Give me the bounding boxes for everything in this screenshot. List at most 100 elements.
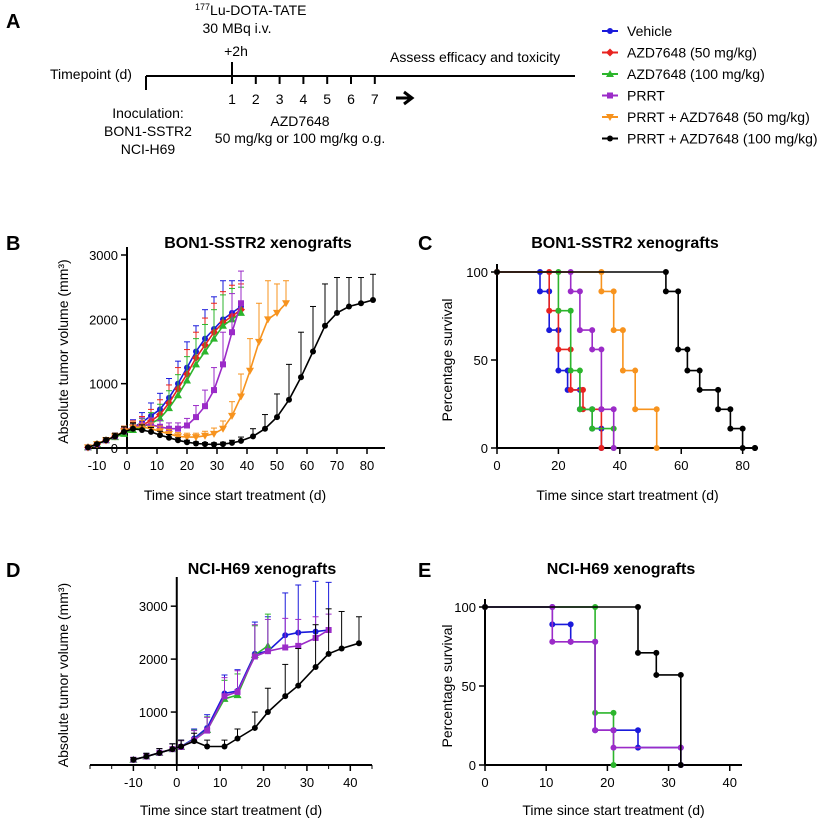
data-point bbox=[334, 309, 340, 316]
panel-e-letter: E bbox=[418, 560, 431, 582]
data-point bbox=[598, 346, 605, 353]
data-point bbox=[193, 414, 199, 421]
data-point bbox=[312, 664, 319, 671]
data-point bbox=[555, 307, 562, 314]
data-point bbox=[555, 367, 562, 374]
panel-b-x-tick-label: 50 bbox=[270, 458, 284, 473]
panel-b-x-tick-label: 30 bbox=[210, 458, 224, 473]
data-point bbox=[579, 386, 586, 393]
data-point bbox=[169, 746, 176, 753]
data-point bbox=[610, 762, 617, 768]
growth-line-prrt-azd7648-100-mg-kg bbox=[485, 606, 682, 765]
panel-e-x-tick-label: 20 bbox=[600, 775, 614, 790]
legend: Vehicle AZD7648 (50 mg/kg) AZD7648 (100 mg… bbox=[602, 23, 818, 147]
data-point bbox=[112, 433, 118, 440]
data-point bbox=[567, 307, 574, 314]
data-point bbox=[246, 367, 254, 375]
data-point bbox=[178, 743, 185, 750]
panel-d-x-tick-label: 20 bbox=[256, 775, 270, 790]
data-point bbox=[634, 604, 641, 610]
panel-d-x-tick-label: 40 bbox=[343, 775, 357, 790]
data-point bbox=[204, 743, 211, 750]
panel-b-x-tick-label: 0 bbox=[123, 458, 130, 473]
data-point bbox=[549, 638, 556, 645]
data-point bbox=[273, 309, 281, 317]
data-point bbox=[221, 743, 228, 750]
data-point bbox=[610, 744, 617, 751]
data-point bbox=[346, 303, 352, 310]
data-point bbox=[610, 327, 617, 334]
data-point bbox=[696, 386, 703, 393]
data-point bbox=[201, 432, 209, 440]
data-point bbox=[715, 406, 722, 413]
data-point bbox=[274, 414, 280, 421]
data-point bbox=[210, 430, 218, 438]
inoculation-title: Inoculation: bbox=[112, 105, 184, 121]
data-point bbox=[156, 749, 163, 756]
isotope-dose: 30 MBq i.v. bbox=[203, 20, 272, 36]
data-point bbox=[576, 406, 583, 413]
data-point bbox=[598, 288, 605, 295]
data-point bbox=[295, 682, 302, 689]
panel-b: B BON1-SSTR2 xenografts -10 0 10 20 30 40 50 60 70… bbox=[6, 233, 385, 503]
growth-line-azd7648-100-mg-kg bbox=[497, 271, 615, 448]
data-point bbox=[251, 724, 258, 731]
day-label-1: 1 bbox=[228, 91, 236, 107]
data-point bbox=[130, 425, 136, 432]
data-point bbox=[610, 288, 617, 295]
panel-b-x-tick-label: 60 bbox=[300, 458, 314, 473]
data-point bbox=[567, 638, 574, 645]
panel-e-series-prrt bbox=[482, 604, 684, 768]
growth-line-prrt-azd7648-50-mg-kg bbox=[497, 271, 658, 448]
legend-label-prrt-azd7648-50-mg-kg: PRRT + AZD7648 (50 mg/kg) bbox=[627, 109, 810, 125]
panel-b-x-tick-label: 20 bbox=[180, 458, 194, 473]
panel-c-x-tick-label: 0 bbox=[493, 458, 500, 473]
panel-b-x-tick-label: -10 bbox=[88, 458, 107, 473]
panel-b-series-prrt-azd7648-100-mg-kg bbox=[85, 273, 376, 451]
growth-line-prrt bbox=[485, 606, 682, 765]
data-point bbox=[662, 269, 669, 275]
data-point bbox=[482, 604, 488, 610]
panel-b-letter: B bbox=[6, 233, 20, 255]
isotope-label: 177Lu-DOTA-TATE bbox=[195, 2, 306, 18]
data-point bbox=[157, 432, 163, 439]
panel-c-y-tick-label: 100 bbox=[466, 265, 488, 280]
data-point bbox=[610, 727, 617, 734]
data-point bbox=[598, 406, 605, 413]
panel-c-x-tick-label: 60 bbox=[674, 458, 688, 473]
data-point bbox=[229, 439, 235, 446]
panel-c-series-prrt-azd7648-50-mg-kg bbox=[494, 269, 660, 451]
data-point bbox=[228, 412, 236, 420]
data-point bbox=[229, 329, 235, 336]
panel-d-x-label: Time since start treatment (d) bbox=[140, 802, 322, 818]
data-point bbox=[143, 753, 150, 760]
legend-marker-prrt-azd7648-50-mg-kg bbox=[606, 114, 614, 121]
data-point bbox=[202, 441, 208, 448]
data-point bbox=[355, 640, 362, 647]
data-point bbox=[567, 621, 574, 628]
panel-b-y-tick-label: 2000 bbox=[89, 312, 118, 327]
data-point bbox=[264, 648, 271, 655]
panel-a: A 177Lu-DOTA-TATE 30 MBq i.v. +2h Assess… bbox=[6, 2, 575, 157]
panel-e-series-prrt-azd7648-100-mg-kg bbox=[482, 604, 684, 768]
data-point bbox=[598, 445, 605, 451]
panel-d-x-tick-label: 10 bbox=[213, 775, 227, 790]
data-point bbox=[632, 406, 639, 413]
panel-e-series-vehicle bbox=[482, 604, 684, 768]
data-point bbox=[251, 653, 258, 660]
panel-c: C BON1-SSTR2 xenografts 0 20 40 60 80 0 50 100 Tim… bbox=[418, 233, 758, 503]
data-point bbox=[184, 422, 190, 429]
growth-line-azd7648-50-mg-kg bbox=[497, 271, 603, 448]
panel-e-x-label: Time since start treatment (d) bbox=[522, 802, 704, 818]
panel-c-y-tick-label: 0 bbox=[481, 441, 488, 456]
legend-label-azd7648-100-mg-kg: AZD7648 (100 mg/kg) bbox=[627, 66, 765, 82]
data-point bbox=[220, 361, 226, 368]
data-point bbox=[262, 425, 268, 432]
data-point bbox=[325, 650, 332, 657]
data-point bbox=[175, 425, 181, 432]
data-point bbox=[653, 406, 660, 413]
data-point bbox=[610, 406, 617, 413]
data-point bbox=[727, 425, 734, 432]
panel-b-y-tick-label: 0 bbox=[111, 441, 118, 456]
legend-label-prrt: PRRT bbox=[627, 88, 665, 104]
